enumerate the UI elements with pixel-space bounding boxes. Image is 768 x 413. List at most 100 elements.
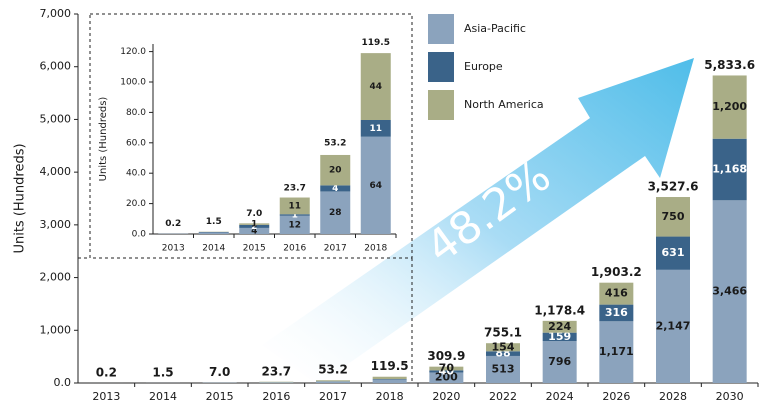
segment-label: 159 [548, 330, 571, 343]
segment-label: 416 [605, 287, 628, 300]
x-tick-label: 2016 [283, 244, 306, 254]
total-label: 1.5 [206, 217, 222, 227]
bar-segment [429, 366, 464, 371]
y-tick-label: 20.0 [126, 199, 146, 209]
bar-segment [320, 154, 351, 186]
y-axis-label: Units (Hundreds) [98, 97, 109, 182]
bar-segment [542, 332, 577, 342]
bar-segment [656, 197, 690, 237]
x-tick-label: 2016 [262, 390, 290, 403]
x-tick-label: 2030 [716, 390, 744, 403]
legend-swatch [428, 14, 454, 44]
segment-label: 2 [251, 222, 257, 232]
y-tick-label: 60.0 [126, 138, 146, 148]
segment-label: 200 [435, 371, 458, 384]
total-label: 119.5 [371, 359, 409, 373]
bar-segment [486, 343, 520, 352]
x-tick-label: 2014 [202, 244, 225, 254]
bar-segment [279, 214, 310, 216]
x-tick-label: 2018 [364, 244, 387, 254]
bar-segment [259, 381, 294, 383]
bar-segment [656, 269, 690, 383]
segment-label: 631 [662, 246, 685, 259]
x-tick-label: 2017 [319, 390, 347, 403]
total-label: 0.2 [96, 365, 117, 379]
bar-segment [656, 236, 690, 270]
y-tick-label: 7,000 [40, 7, 72, 20]
segment-label: 70 [439, 362, 455, 375]
bar-segment [279, 215, 310, 234]
bar-segment [316, 381, 350, 383]
bar-segment [320, 185, 351, 192]
segment-label: 1 [292, 211, 298, 221]
legend-label: Asia-Pacific [464, 22, 526, 35]
x-tick-label: 2015 [243, 244, 266, 254]
segment-label: 796 [548, 355, 571, 368]
total-label: 1,178.4 [534, 303, 585, 317]
total-label: 3,527.6 [648, 180, 699, 194]
bar-segment [372, 376, 407, 380]
legend-swatch [428, 52, 454, 82]
segment-label: 4 [251, 226, 257, 236]
total-label: 7.0 [246, 209, 262, 219]
bar-segment [320, 191, 351, 234]
bar-segment [239, 224, 270, 228]
segment-label: 513 [492, 362, 515, 375]
y-tick-label: 120.0 [120, 47, 146, 57]
x-tick-label: 2022 [489, 390, 517, 403]
total-label: 0.2 [165, 219, 181, 229]
bar-segment [372, 379, 407, 380]
segment-label: 28 [329, 208, 342, 218]
bar-segment [198, 232, 229, 234]
bar-segment [372, 379, 407, 383]
total-label: 755.1 [484, 326, 522, 340]
y-tick-label: 40.0 [126, 169, 146, 179]
segment-label: 4 [332, 184, 338, 194]
bar-segment [360, 53, 391, 121]
x-tick-label: 2013 [162, 244, 185, 254]
bar-segment [429, 370, 464, 373]
bar-segment [279, 197, 310, 215]
bar-segment [259, 382, 294, 383]
y-tick-label: 100.0 [120, 78, 146, 88]
segment-label: 2,147 [656, 319, 691, 332]
inset-frame [89, 13, 413, 259]
segment-label: 750 [662, 210, 685, 223]
bar-segment [239, 227, 270, 234]
x-tick-label: 2018 [376, 390, 404, 403]
segment-label: 11 [288, 201, 301, 211]
total-label: 23.7 [284, 183, 306, 193]
segment-label: 44 [369, 82, 382, 92]
bar-segment [712, 200, 747, 383]
bar-segment [239, 223, 270, 225]
total-label: 309.9 [427, 349, 465, 363]
bar-segment [542, 341, 577, 383]
y-tick-label: 2,000 [40, 271, 72, 284]
x-tick-label: 2024 [546, 390, 574, 403]
total-label: 119.5 [362, 38, 390, 48]
legend-label: Europe [464, 60, 503, 73]
segment-label: 224 [548, 320, 571, 333]
bar-segment [712, 138, 747, 201]
x-tick-label: 2028 [659, 390, 687, 403]
bar-segment [486, 351, 520, 356]
x-tick-label: 2013 [92, 390, 120, 403]
total-label: 1.5 [152, 365, 173, 379]
legend-label: North America [464, 98, 544, 111]
segment-label: 3,466 [712, 285, 747, 298]
segment-label: 1,168 [712, 163, 747, 176]
growth-arrow [262, 58, 694, 385]
segment-label: 64 [369, 181, 382, 191]
segment-label: 1,171 [599, 345, 634, 358]
bar-segment [429, 372, 464, 383]
y-axis-label: Units (Hundreds) [13, 143, 28, 253]
bar-segment [542, 320, 577, 333]
bar-segment [599, 304, 634, 322]
x-tick-label: 2015 [206, 390, 234, 403]
total-label: 5,833.6 [704, 58, 755, 72]
bar-segment [599, 282, 634, 305]
segment-label: 316 [605, 306, 628, 319]
y-tick-label: 5,000 [40, 112, 72, 125]
bar-segment [712, 75, 747, 139]
